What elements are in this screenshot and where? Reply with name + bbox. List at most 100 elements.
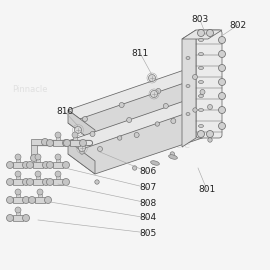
- Circle shape: [22, 161, 29, 168]
- Ellipse shape: [198, 80, 204, 83]
- Circle shape: [97, 147, 103, 151]
- Circle shape: [155, 122, 160, 126]
- Circle shape: [127, 117, 132, 123]
- Circle shape: [35, 171, 41, 177]
- Polygon shape: [36, 176, 40, 179]
- Ellipse shape: [198, 109, 204, 112]
- Polygon shape: [13, 215, 23, 221]
- Polygon shape: [56, 176, 60, 179]
- Circle shape: [156, 89, 161, 93]
- Circle shape: [37, 189, 43, 195]
- Circle shape: [200, 89, 205, 94]
- Circle shape: [15, 207, 21, 213]
- Circle shape: [62, 178, 69, 185]
- Ellipse shape: [198, 66, 204, 69]
- Ellipse shape: [198, 124, 204, 127]
- Polygon shape: [73, 137, 77, 140]
- Polygon shape: [13, 179, 23, 185]
- Ellipse shape: [198, 39, 204, 42]
- Polygon shape: [16, 194, 20, 197]
- Circle shape: [15, 189, 21, 195]
- Polygon shape: [182, 30, 222, 39]
- Polygon shape: [13, 197, 23, 203]
- Circle shape: [80, 150, 84, 154]
- Circle shape: [218, 50, 225, 58]
- Circle shape: [22, 178, 29, 185]
- Polygon shape: [68, 141, 95, 174]
- Circle shape: [15, 171, 21, 177]
- Circle shape: [46, 178, 53, 185]
- Text: 804: 804: [139, 214, 157, 222]
- Circle shape: [218, 123, 225, 130]
- Ellipse shape: [169, 155, 177, 159]
- Polygon shape: [53, 162, 63, 168]
- Circle shape: [148, 75, 156, 82]
- Circle shape: [83, 116, 87, 122]
- Polygon shape: [35, 197, 45, 203]
- Polygon shape: [68, 81, 220, 143]
- Circle shape: [208, 138, 212, 142]
- Circle shape: [46, 161, 53, 168]
- Circle shape: [42, 161, 49, 168]
- Polygon shape: [16, 159, 20, 162]
- Text: 808: 808: [139, 198, 157, 208]
- Circle shape: [163, 103, 168, 109]
- Circle shape: [31, 154, 38, 161]
- Text: 802: 802: [230, 21, 247, 29]
- Circle shape: [218, 79, 225, 86]
- Circle shape: [134, 133, 139, 137]
- Polygon shape: [16, 212, 20, 215]
- Circle shape: [218, 36, 225, 43]
- Ellipse shape: [186, 85, 190, 87]
- Polygon shape: [56, 137, 60, 140]
- Circle shape: [170, 152, 174, 156]
- Ellipse shape: [198, 94, 204, 97]
- Text: 807: 807: [139, 184, 157, 193]
- Polygon shape: [68, 110, 95, 143]
- Polygon shape: [68, 99, 220, 161]
- Circle shape: [193, 108, 197, 112]
- Circle shape: [75, 127, 82, 133]
- Circle shape: [79, 144, 86, 151]
- Text: Pinnacle: Pinnacle: [12, 86, 48, 94]
- Circle shape: [55, 171, 61, 177]
- Polygon shape: [13, 162, 23, 168]
- Ellipse shape: [198, 52, 204, 56]
- Polygon shape: [33, 162, 43, 168]
- Circle shape: [218, 65, 225, 72]
- Circle shape: [117, 136, 122, 140]
- Circle shape: [62, 161, 69, 168]
- Text: 806: 806: [139, 167, 157, 177]
- Text: 805: 805: [139, 228, 157, 238]
- Circle shape: [197, 29, 204, 36]
- Circle shape: [171, 119, 176, 123]
- Polygon shape: [53, 140, 63, 146]
- Circle shape: [95, 180, 99, 184]
- Circle shape: [79, 140, 86, 147]
- Circle shape: [6, 178, 14, 185]
- Circle shape: [218, 93, 225, 100]
- Polygon shape: [53, 179, 63, 185]
- Circle shape: [45, 197, 52, 204]
- Text: 810: 810: [56, 107, 74, 116]
- Text: 811: 811: [131, 49, 149, 58]
- Polygon shape: [182, 30, 196, 147]
- Circle shape: [207, 130, 214, 137]
- Polygon shape: [36, 159, 40, 162]
- Polygon shape: [31, 139, 43, 145]
- Polygon shape: [196, 30, 222, 138]
- Ellipse shape: [186, 56, 190, 59]
- Circle shape: [133, 166, 137, 170]
- Circle shape: [29, 197, 35, 204]
- Circle shape: [193, 75, 197, 79]
- Circle shape: [90, 131, 95, 137]
- Circle shape: [119, 103, 124, 107]
- Circle shape: [6, 214, 14, 221]
- Circle shape: [6, 197, 14, 204]
- Circle shape: [35, 154, 41, 160]
- Circle shape: [22, 214, 29, 221]
- Polygon shape: [16, 176, 20, 179]
- Circle shape: [62, 140, 69, 147]
- Circle shape: [208, 104, 212, 110]
- Circle shape: [6, 161, 14, 168]
